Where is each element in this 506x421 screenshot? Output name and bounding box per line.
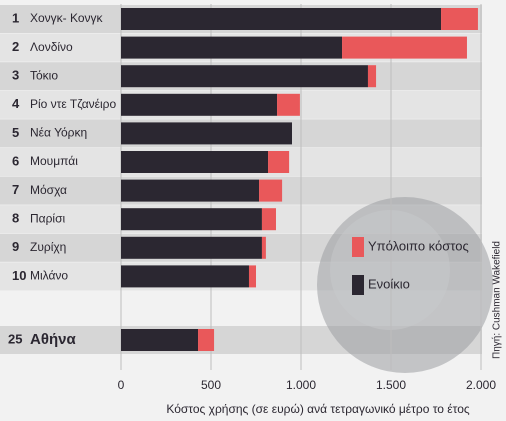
rank: 25	[8, 331, 22, 346]
globe-highlight	[330, 210, 450, 330]
legend-label: Υπόλοιπο κόστος	[368, 238, 469, 253]
bar-segment	[121, 151, 268, 173]
category-label: Χονγκ- Κονγκ	[30, 11, 104, 25]
rank: 3	[12, 68, 19, 83]
category-label: Μόσχα	[30, 183, 67, 197]
bar-segment	[268, 151, 289, 173]
bar-segment	[121, 329, 198, 351]
chart: Πηγή: Cushman Wakefield Κόστος χρήσης (σ…	[0, 0, 506, 421]
bar-segment	[121, 37, 342, 59]
bar-segment	[121, 208, 262, 230]
bar-segment	[259, 180, 282, 202]
bar-segment	[121, 237, 262, 259]
bar-segment	[121, 8, 441, 30]
x-tick-label: 1.000	[286, 378, 316, 392]
x-tick-label: 500	[201, 378, 221, 392]
bar-segment	[342, 37, 467, 59]
rank: 2	[12, 39, 19, 54]
category-label: Ζυρίχη	[30, 240, 66, 254]
category-label: Παρίσι	[30, 211, 66, 225]
rank: 4	[12, 96, 20, 111]
rank: 10	[12, 268, 26, 283]
rank: 9	[12, 239, 19, 254]
bar-segment	[121, 122, 292, 144]
category-label: Λονδίνο	[30, 40, 73, 54]
legend-swatch	[352, 275, 364, 295]
bar-segment	[368, 65, 376, 87]
bar-segment	[262, 237, 266, 259]
rank: 8	[12, 211, 19, 226]
bar-segment	[121, 265, 249, 287]
bar-segment	[277, 94, 300, 116]
page: Πηγή: Cushman Wakefield Κόστος χρήσης (σ…	[0, 0, 506, 421]
bar-segment	[121, 65, 368, 87]
rank: 6	[12, 153, 19, 168]
bar-segment	[121, 180, 259, 202]
x-tick-label: 2.000	[466, 378, 496, 392]
category-label: Ρίο ντε Τζανέιρο	[30, 97, 116, 111]
bar-segment	[441, 8, 478, 30]
category-label: Μιλάνο	[30, 269, 68, 283]
bar-segment	[262, 208, 276, 230]
x-axis-label: Κόστος χρήσης (σε ευρώ) ανά τετραγωνικό …	[166, 402, 470, 416]
source: Πηγή: Cushman Wakefield	[491, 241, 503, 359]
category-label: Νέα Υόρκη	[30, 126, 87, 140]
legend-label: Ενοίκιο	[368, 276, 410, 291]
x-tick-label: 1.500	[376, 378, 406, 392]
bar-segment	[121, 94, 277, 116]
rank: 1	[12, 10, 19, 25]
x-tick-label: 0	[118, 378, 125, 392]
rank: 7	[12, 182, 19, 197]
category-label: Αθήνα	[30, 331, 76, 348]
legend-swatch	[352, 237, 364, 257]
rank: 5	[12, 125, 19, 140]
category-label: Τόκιο	[30, 68, 58, 82]
category-label: Μουμπάι	[30, 154, 78, 168]
bar-segment	[198, 329, 214, 351]
bar-segment	[249, 265, 256, 287]
